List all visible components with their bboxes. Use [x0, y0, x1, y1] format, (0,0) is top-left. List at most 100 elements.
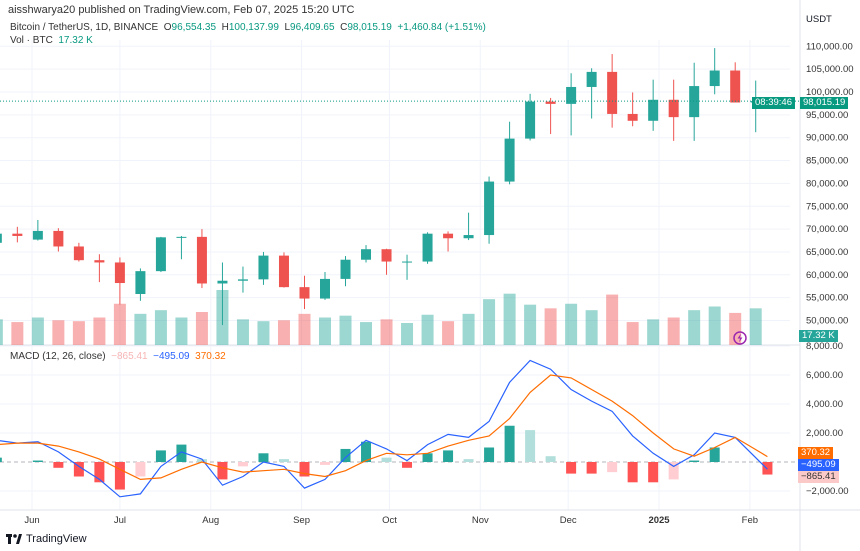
symbol-legend: Bitcoin / TetherUS, 1D, BINANCE O96,554.…: [10, 22, 486, 33]
macd-signal-value: 370.32: [195, 351, 226, 362]
macd-histogram-bar: [73, 462, 84, 477]
candle-body: [730, 70, 741, 103]
macd-histogram-bar: [237, 462, 248, 467]
candle-body: [607, 71, 618, 114]
volume-bar: [483, 299, 496, 345]
volume-tag: 17.32 K: [799, 330, 838, 342]
macd-histogram-bar: [217, 462, 228, 480]
macd-histogram-bar: [668, 462, 679, 480]
candle-body: [299, 287, 310, 299]
volume-label: Vol · BTC: [10, 35, 53, 46]
macd-histogram-bar: [709, 447, 720, 462]
candle-body: [709, 70, 720, 87]
macd-histogram-bar: [340, 448, 351, 462]
macd-histogram-bar: [94, 462, 105, 483]
volume-bar: [421, 314, 434, 345]
macd-histogram-bar: [32, 460, 43, 462]
y-tick-label: 50,000.00: [806, 316, 848, 327]
volume-bar: [175, 317, 188, 345]
tradingview-logo[interactable]: TradingView: [6, 533, 87, 545]
candle-body: [135, 271, 146, 294]
volume-bar: [749, 308, 762, 345]
volume-bar: [195, 312, 208, 345]
open-value: 96,554.35: [171, 22, 217, 33]
candle-body: [217, 280, 228, 284]
macd-histogram-bar: [381, 457, 392, 462]
macd-histogram-bar: [586, 462, 597, 474]
candle-body: [237, 279, 248, 281]
candle-body: [0, 233, 2, 243]
volume-bar: [277, 320, 290, 345]
low-label: L: [284, 22, 291, 33]
candle-body: [361, 249, 372, 260]
volume-legend: Vol · BTC 17.32 K: [10, 35, 93, 46]
y-tick-label: 85,000.00: [806, 156, 848, 167]
hist-tag: −865.41: [798, 471, 839, 483]
candle-body: [402, 261, 413, 263]
volume-bar: [52, 320, 65, 345]
currency-label: USDT: [806, 14, 832, 25]
macd-histogram-bar: [525, 430, 536, 462]
y-tick-label: 110,000.00: [806, 41, 853, 52]
macd-histogram-bar: [484, 447, 495, 462]
x-tick-label: Feb: [742, 515, 758, 526]
symbol-name: Bitcoin / TetherUS, 1D, BINANCE: [10, 22, 159, 33]
x-tick-label: Jun: [24, 515, 39, 526]
x-tick-label: Sep: [293, 515, 310, 526]
candle-body: [258, 255, 269, 280]
candle-body: [176, 236, 187, 238]
macd-histogram-bar: [196, 459, 207, 462]
lightning-icon[interactable]: [733, 331, 747, 345]
x-tick-label: Aug: [202, 515, 219, 526]
macd-histogram-bar: [627, 462, 638, 483]
y-tick-label: 55,000.00: [806, 293, 848, 304]
candle-body: [114, 262, 125, 284]
macd-tick-label: 6,000.00: [806, 370, 843, 381]
macd-histogram-bar: [545, 456, 556, 462]
candle-body: [94, 260, 105, 263]
y-tick-label: 105,000.00: [806, 64, 854, 75]
candle-body: [320, 278, 330, 299]
candle-body: [545, 101, 556, 104]
open-label: O: [163, 22, 172, 33]
volume-bar: [154, 310, 167, 345]
y-tick-label: 80,000.00: [806, 178, 848, 189]
volume-bar: [339, 315, 352, 345]
y-tick-label: 90,000.00: [806, 133, 848, 144]
candle-body: [422, 233, 433, 262]
y-tick-label: 65,000.00: [806, 247, 848, 258]
macd-tick-label: 8,000.00: [806, 341, 843, 352]
macd-hist-value: −865.41: [111, 351, 148, 362]
macd-histogram-bar: [258, 453, 269, 462]
macd-histogram-bar: [320, 462, 330, 465]
volume-bar: [298, 313, 311, 345]
volume-bar: [134, 313, 147, 345]
volume-bar: [257, 321, 270, 345]
volume-bar: [31, 317, 44, 345]
volume-bar: [462, 313, 475, 345]
candle-body: [53, 230, 64, 247]
published-header: aisshwarya20 published on TradingView.co…: [8, 4, 355, 16]
volume-bar: [524, 304, 537, 345]
y-tick-label: 95,000.00: [806, 110, 848, 121]
macd-histogram-bar: [689, 460, 700, 462]
candle-body: [689, 86, 700, 118]
last-price-tag: 98,015.19: [800, 97, 849, 109]
x-tick-label: Jul: [114, 515, 126, 526]
candle-body: [525, 101, 536, 139]
macd-histogram-bar: [176, 444, 187, 462]
candle-body: [12, 233, 23, 236]
volume-bar: [565, 303, 578, 345]
high-label: H: [221, 22, 229, 33]
volume-bar: [0, 319, 3, 345]
macd-line-value: −495.09: [153, 351, 190, 362]
volume-bar: [72, 321, 85, 345]
volume-bar: [236, 319, 249, 345]
candle-body: [73, 246, 84, 261]
volume-bar: [360, 322, 373, 345]
candle-body: [381, 249, 392, 262]
macd-histogram-bar: [443, 450, 454, 462]
y-tick-label: 70,000.00: [806, 224, 848, 235]
macd-histogram-bar: [607, 462, 618, 473]
